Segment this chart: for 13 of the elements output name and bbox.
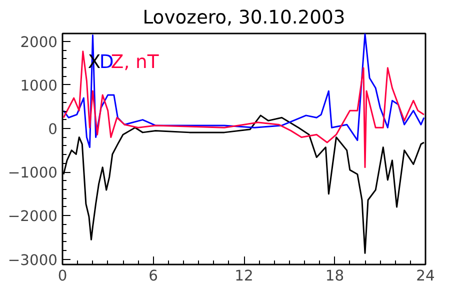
y-tick-label: −3000 [8,252,58,269]
chart-title: Lovozero, 30.10.2003 [142,8,346,28]
y-tick-label: 2000 [20,34,58,51]
x-tick-label: 18 [325,268,344,284]
y-tick-label: 1000 [20,77,58,94]
y-tick-label: −2000 [8,208,58,226]
x-tick-label: 12 [234,268,254,284]
y-tick-label: −1000 [8,164,58,182]
y-tick-label: 0 [48,121,58,138]
x-tick-label: 24 [416,268,435,284]
line-series [62,50,425,168]
line-series [62,34,425,148]
x-tick-label: 6 [148,268,158,284]
